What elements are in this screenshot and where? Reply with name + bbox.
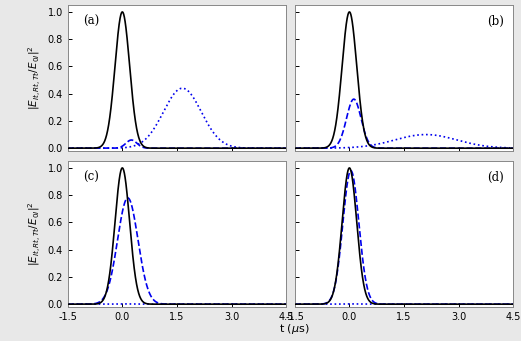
Text: (b): (b)	[487, 15, 504, 28]
Y-axis label: $|E_{It,Rt,Tt}/E_{0I}|^2$: $|E_{It,Rt,Tt}/E_{0I}|^2$	[27, 46, 43, 110]
Text: (d): (d)	[487, 171, 504, 184]
Text: t ($\mu$s): t ($\mu$s)	[279, 322, 309, 336]
Text: (c): (c)	[83, 171, 99, 184]
Text: (a): (a)	[83, 15, 100, 28]
Y-axis label: $|E_{It,Rt,Tt}/E_{0I}|^2$: $|E_{It,Rt,Tt}/E_{0I}|^2$	[27, 202, 43, 266]
